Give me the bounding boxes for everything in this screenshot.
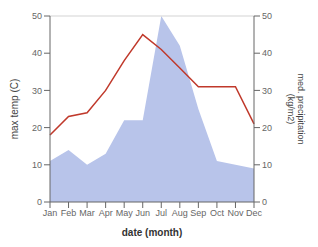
svg-text:10: 10 xyxy=(262,160,272,170)
svg-text:Dec: Dec xyxy=(246,208,263,218)
svg-text:Sep: Sep xyxy=(190,208,206,218)
svg-text:0: 0 xyxy=(262,197,267,207)
svg-text:date (month): date (month) xyxy=(122,227,183,238)
svg-text:50: 50 xyxy=(262,11,272,21)
svg-text:Jul: Jul xyxy=(156,208,168,218)
svg-text:Feb: Feb xyxy=(61,208,77,218)
svg-text:Jun: Jun xyxy=(135,208,150,218)
svg-text:0: 0 xyxy=(37,197,42,207)
svg-text:Oct: Oct xyxy=(210,208,225,218)
svg-text:med. precipitation(kg/m2): med. precipitation(kg/m2) xyxy=(286,73,306,144)
svg-text:Mar: Mar xyxy=(79,208,95,218)
svg-text:max temp (C): max temp (C) xyxy=(9,79,20,140)
svg-text:10: 10 xyxy=(32,160,42,170)
svg-text:Jan: Jan xyxy=(43,208,58,218)
svg-text:40: 40 xyxy=(262,48,272,58)
svg-text:May: May xyxy=(116,208,134,218)
svg-text:30: 30 xyxy=(32,86,42,96)
svg-text:Aug: Aug xyxy=(172,208,188,218)
svg-text:Apr: Apr xyxy=(99,208,113,218)
svg-text:20: 20 xyxy=(262,123,272,133)
svg-text:20: 20 xyxy=(32,123,42,133)
svg-text:30: 30 xyxy=(262,86,272,96)
svg-text:Nov: Nov xyxy=(227,208,244,218)
svg-text:50: 50 xyxy=(32,11,42,21)
svg-text:40: 40 xyxy=(32,48,42,58)
